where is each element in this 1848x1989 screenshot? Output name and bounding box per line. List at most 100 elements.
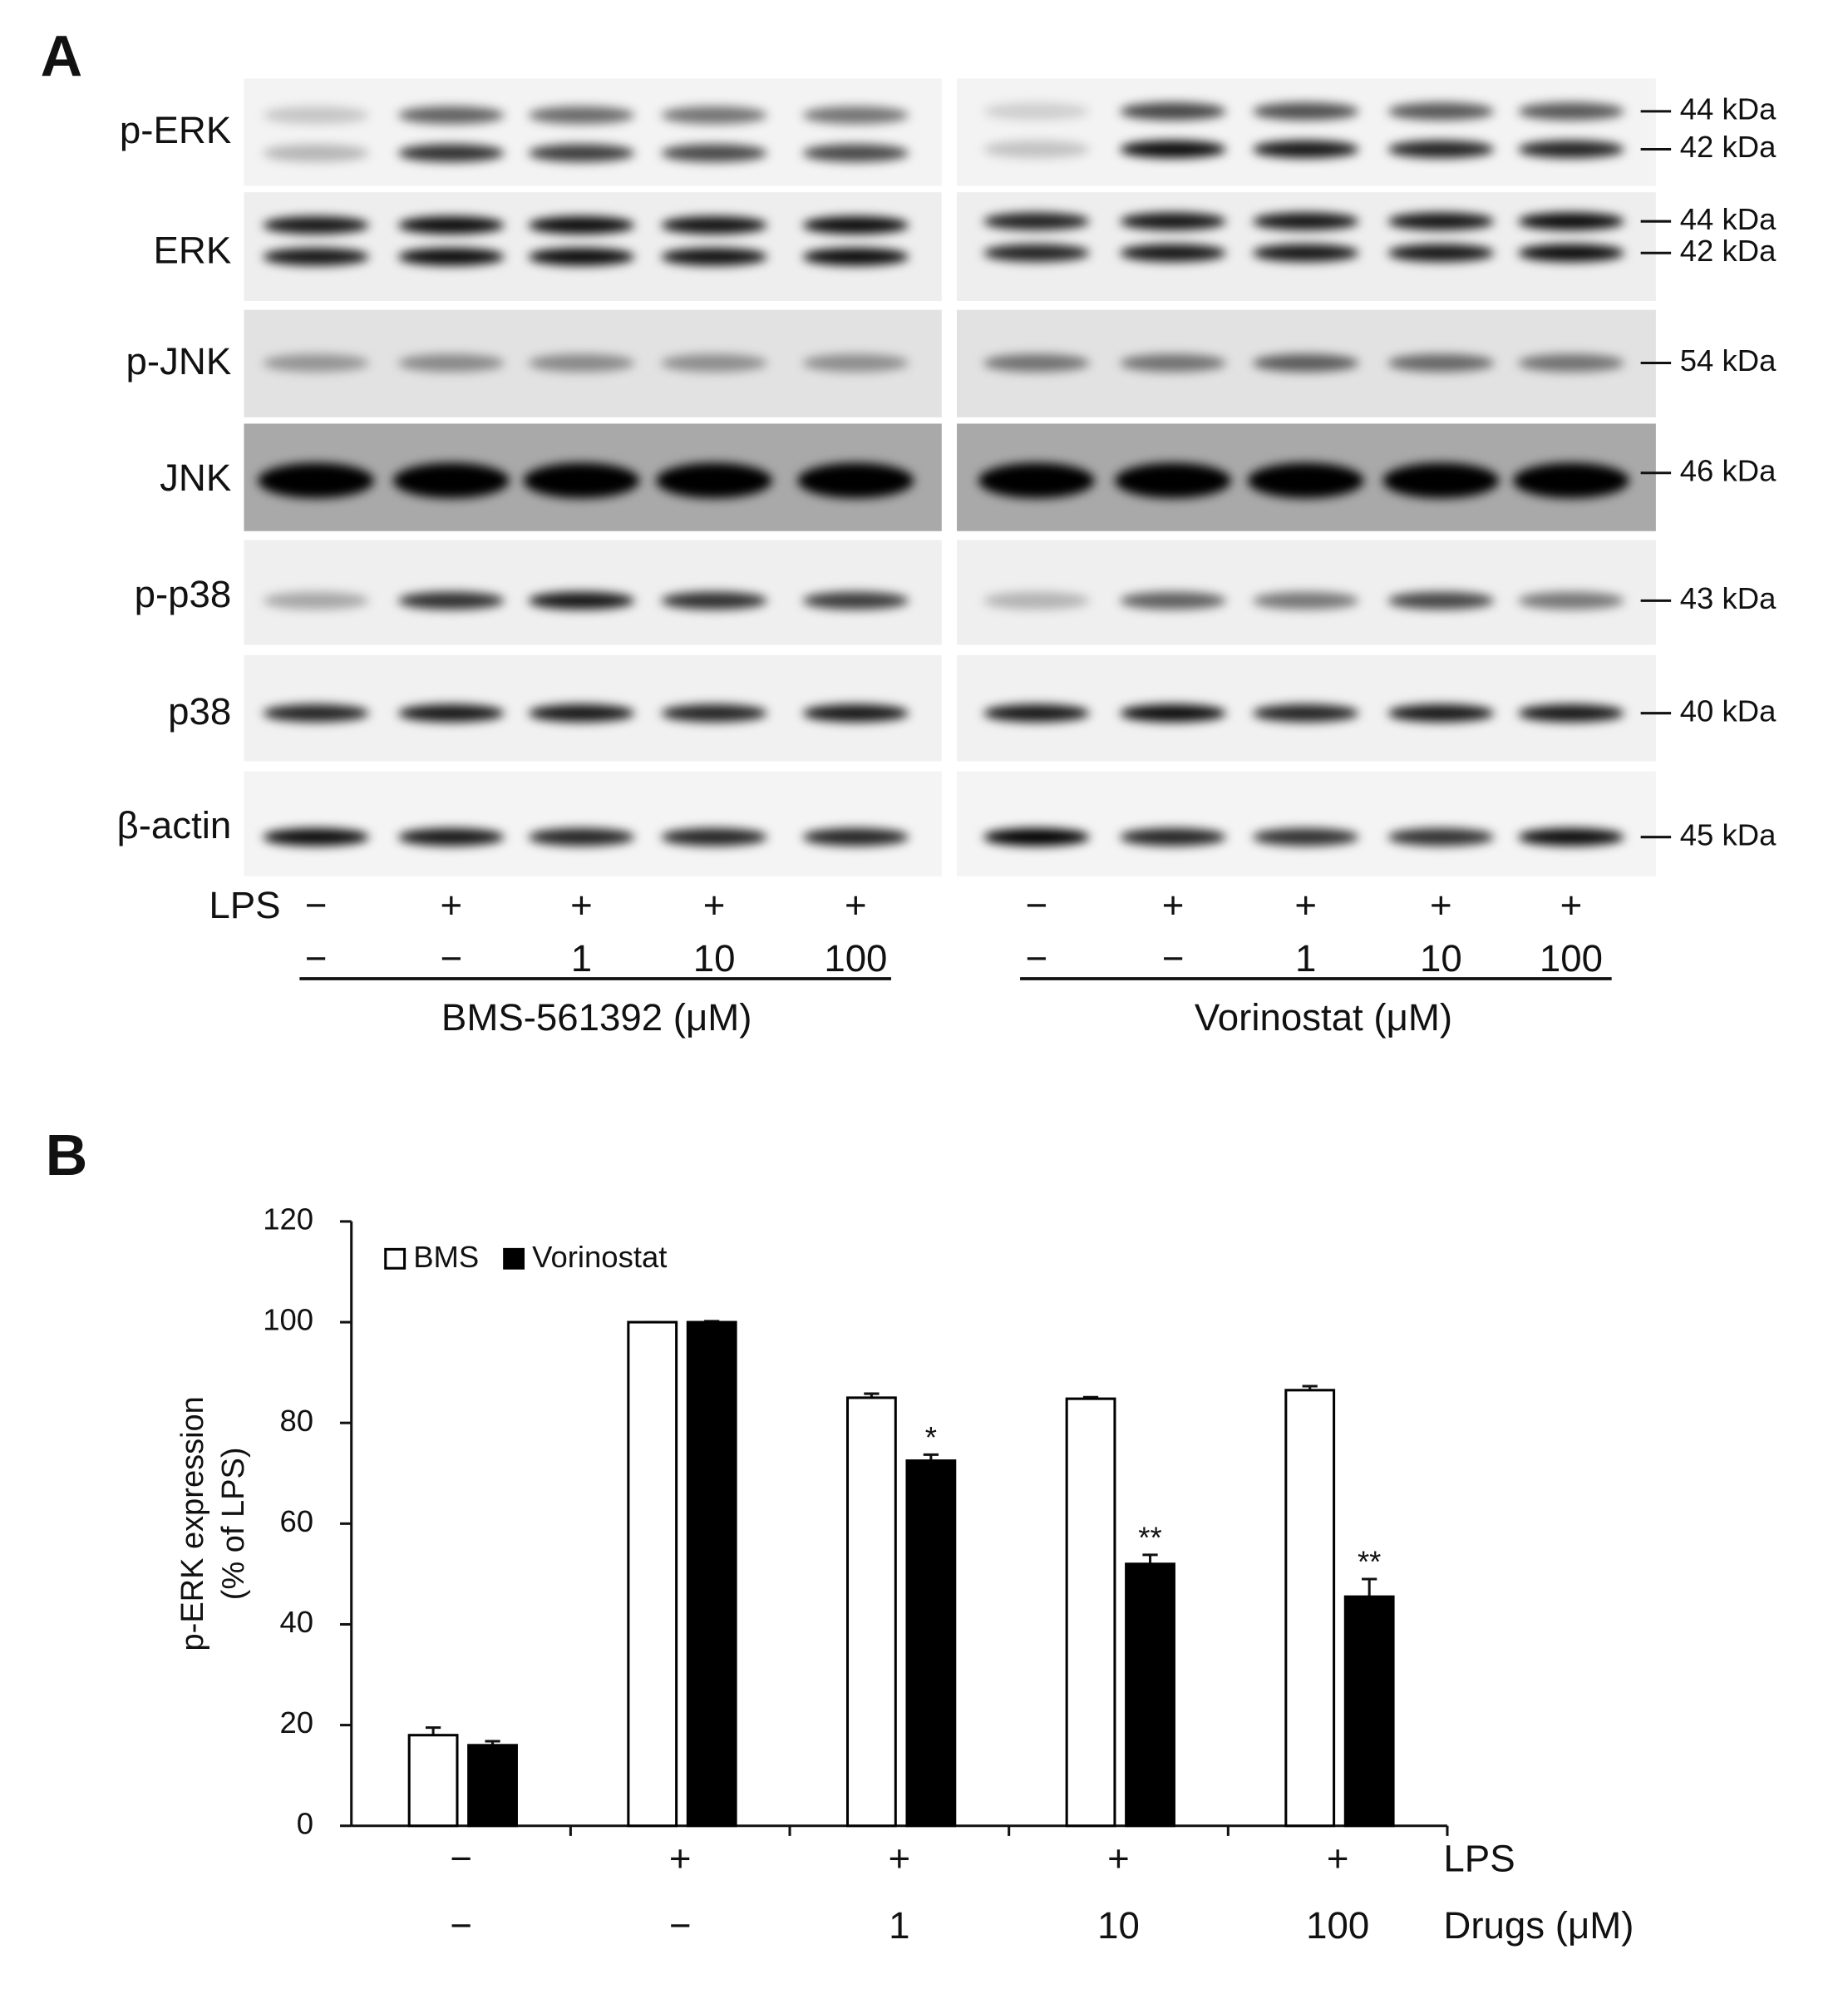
band xyxy=(983,353,1090,373)
band xyxy=(1120,102,1226,121)
band xyxy=(802,144,909,162)
bar xyxy=(1284,1389,1336,1828)
band xyxy=(1518,212,1624,230)
band xyxy=(983,212,1090,230)
group-label: BMS-561392 (μM) xyxy=(441,996,752,1039)
blot-background xyxy=(957,771,1656,876)
legend-swatch xyxy=(384,1247,407,1270)
band xyxy=(1252,212,1359,230)
lps-sign: + xyxy=(845,884,867,926)
band xyxy=(1247,462,1364,499)
y-tick-label: 120 xyxy=(263,1202,313,1236)
bar xyxy=(467,1744,518,1828)
band xyxy=(263,106,369,125)
band xyxy=(528,828,635,846)
band xyxy=(1387,244,1495,262)
band xyxy=(978,462,1095,499)
row-label: p-ERK xyxy=(120,109,231,151)
y-tick-label: 0 xyxy=(297,1806,313,1840)
band xyxy=(528,353,635,373)
row-label: p38 xyxy=(168,690,231,733)
band xyxy=(263,248,369,266)
band xyxy=(1120,591,1226,610)
x-lps-label: + xyxy=(1107,1837,1130,1879)
x-tick-label: − xyxy=(450,1904,472,1947)
band xyxy=(528,144,635,162)
band xyxy=(1518,828,1624,846)
band xyxy=(1387,353,1495,373)
x-lps-label: − xyxy=(450,1837,472,1879)
size-label: 42 kDa xyxy=(1680,130,1777,164)
band xyxy=(263,353,369,373)
band xyxy=(802,828,909,846)
band xyxy=(263,704,369,723)
band xyxy=(661,591,767,610)
bar xyxy=(1065,1397,1116,1828)
band xyxy=(661,106,767,125)
dose-label: 10 xyxy=(1420,937,1462,980)
size-label: 40 kDa xyxy=(1680,693,1777,728)
bar xyxy=(905,1459,957,1828)
lps-sign: + xyxy=(570,884,593,926)
band xyxy=(523,462,640,499)
size-label: 45 kDa xyxy=(1680,817,1777,851)
lps-sign: − xyxy=(1026,884,1048,926)
band xyxy=(528,216,635,234)
band xyxy=(983,828,1090,846)
band xyxy=(1518,140,1624,159)
band xyxy=(397,106,505,125)
band xyxy=(1120,353,1226,373)
y-axis-title: p-ERK expression (% of LPS) xyxy=(175,1396,251,1651)
band xyxy=(1518,102,1624,121)
bar xyxy=(407,1734,459,1828)
row-label: ERK xyxy=(153,229,231,271)
bar xyxy=(1343,1595,1395,1828)
blot-background xyxy=(244,771,942,876)
row-label: JNK xyxy=(160,457,231,499)
band xyxy=(1115,462,1231,499)
band xyxy=(1518,244,1624,262)
size-label: 42 kDa xyxy=(1680,234,1777,268)
row-label: Drugs (μM) xyxy=(1443,1904,1634,1947)
band xyxy=(397,704,505,723)
x-tick-label: − xyxy=(669,1904,692,1947)
dose-label: − xyxy=(1026,937,1048,980)
band xyxy=(802,216,909,234)
dose-label: 100 xyxy=(1540,937,1603,980)
band xyxy=(1252,591,1359,610)
lps-sign: + xyxy=(1294,884,1317,926)
x-lps-label: + xyxy=(669,1837,692,1879)
band xyxy=(983,704,1090,723)
dose-label: 10 xyxy=(693,937,736,980)
band xyxy=(1252,102,1359,121)
dose-label: 1 xyxy=(1295,937,1316,980)
size-label: 43 kDa xyxy=(1680,581,1777,615)
band xyxy=(1513,462,1629,499)
band xyxy=(1387,212,1495,230)
group-label: Vorinostat (μM) xyxy=(1195,996,1452,1039)
bar xyxy=(686,1320,737,1828)
dose-label: 100 xyxy=(824,937,887,980)
y-tick-label: 60 xyxy=(279,1504,313,1538)
band xyxy=(983,244,1090,262)
band xyxy=(1518,353,1624,373)
y-axis-title-line: (% of LPS) xyxy=(216,1447,251,1600)
band xyxy=(661,353,767,373)
y-tick-label: 80 xyxy=(279,1404,313,1438)
band xyxy=(397,144,505,162)
band xyxy=(1252,244,1359,262)
x-tick-label: 1 xyxy=(889,1904,909,1947)
band xyxy=(528,591,635,610)
band xyxy=(1252,704,1359,723)
band xyxy=(397,591,505,610)
band xyxy=(656,462,773,499)
band xyxy=(263,216,369,234)
band xyxy=(661,144,767,162)
x-lps-label: + xyxy=(1327,1837,1349,1879)
band xyxy=(263,828,369,846)
blot-background xyxy=(244,192,942,301)
band xyxy=(1252,353,1359,373)
dose-label: 1 xyxy=(571,937,592,980)
y-tick-label: 100 xyxy=(263,1303,313,1337)
band xyxy=(1387,591,1495,610)
